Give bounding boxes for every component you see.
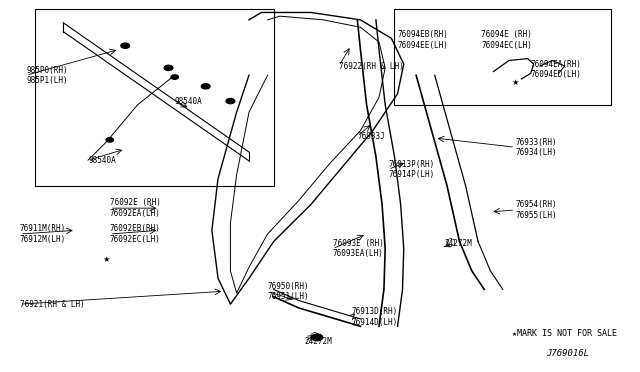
- Text: 76933(RH)
76934(LH): 76933(RH) 76934(LH): [515, 138, 557, 157]
- Text: 76913D(RH)
76914D(LH): 76913D(RH) 76914D(LH): [351, 307, 397, 327]
- Circle shape: [202, 84, 210, 89]
- Text: 24272M: 24272M: [305, 337, 332, 346]
- Circle shape: [226, 99, 235, 104]
- Text: 98540A: 98540A: [88, 155, 116, 165]
- Circle shape: [106, 138, 113, 142]
- Text: 76954(RH)
76955(LH): 76954(RH) 76955(LH): [515, 200, 557, 220]
- Text: 76092E (RH)
76092EA(LH): 76092E (RH) 76092EA(LH): [109, 198, 161, 218]
- Circle shape: [312, 334, 323, 341]
- Text: J769016L: J769016L: [546, 350, 589, 359]
- Text: 76094EB(RH)
76094EE(LH): 76094EB(RH) 76094EE(LH): [397, 31, 449, 50]
- Text: ★: ★: [103, 255, 110, 264]
- Text: ★MARK IS NOT FOR SALE: ★MARK IS NOT FOR SALE: [512, 329, 617, 338]
- Text: 76911M(RH)
76912M(LH): 76911M(RH) 76912M(LH): [20, 224, 66, 244]
- Circle shape: [164, 65, 173, 70]
- Text: 76933J: 76933J: [357, 132, 385, 141]
- Text: ⬡: ⬡: [309, 332, 319, 342]
- Circle shape: [171, 75, 179, 79]
- Circle shape: [121, 43, 129, 48]
- Text: 76092EB(RH)
76092EC(LH): 76092EB(RH) 76092EC(LH): [109, 224, 161, 244]
- Text: ★: ★: [511, 78, 519, 87]
- Text: 76950(RH)
76951(LH): 76950(RH) 76951(LH): [268, 282, 309, 301]
- Text: 98540A: 98540A: [175, 97, 202, 106]
- Text: ⬡: ⬡: [445, 238, 455, 248]
- Text: 76093E (RH)
76093EA(LH): 76093E (RH) 76093EA(LH): [333, 239, 383, 259]
- Text: 76921(RH & LH): 76921(RH & LH): [20, 300, 84, 309]
- Text: 76913P(RH)
76914P(LH): 76913P(RH) 76914P(LH): [388, 160, 435, 179]
- Text: 985P0(RH)
985P1(LH): 985P0(RH) 985P1(LH): [26, 65, 68, 85]
- Text: 76922(RH & LH): 76922(RH & LH): [339, 61, 403, 71]
- Text: 76094E (RH)
76094EC(LH): 76094E (RH) 76094EC(LH): [481, 31, 532, 50]
- Text: 24272M: 24272M: [444, 239, 472, 248]
- Text: 76094EA(RH)
76094ED(LH): 76094EA(RH) 76094ED(LH): [531, 60, 582, 79]
